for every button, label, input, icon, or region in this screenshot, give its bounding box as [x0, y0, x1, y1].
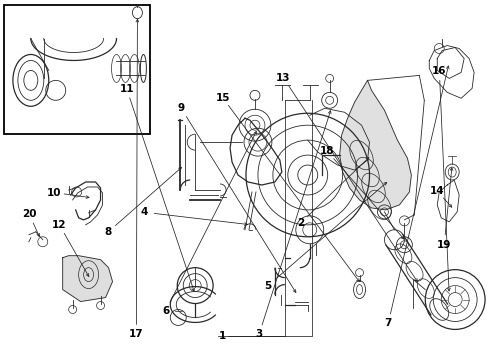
Text: 4: 4 [141, 207, 148, 217]
Text: 8: 8 [104, 227, 111, 237]
Text: 16: 16 [431, 66, 446, 76]
Text: 14: 14 [429, 186, 443, 196]
Text: 9: 9 [177, 103, 184, 113]
Text: 20: 20 [22, 209, 37, 219]
Text: 19: 19 [436, 239, 450, 249]
Text: 17: 17 [129, 329, 143, 339]
Text: 15: 15 [215, 93, 229, 103]
Text: 7: 7 [384, 319, 391, 328]
Text: 6: 6 [162, 306, 169, 316]
Text: 11: 11 [119, 84, 134, 94]
Text: 3: 3 [255, 329, 262, 339]
Text: 10: 10 [47, 188, 61, 198]
Text: 13: 13 [276, 73, 290, 83]
Text: 2: 2 [296, 218, 304, 228]
Bar [4, 5, 150, 134]
Polygon shape [62, 256, 112, 302]
Polygon shape [339, 80, 410, 210]
Text: 12: 12 [52, 220, 66, 230]
Text: 18: 18 [320, 146, 334, 156]
Text: 1: 1 [219, 331, 226, 341]
Text: 5: 5 [264, 281, 271, 291]
